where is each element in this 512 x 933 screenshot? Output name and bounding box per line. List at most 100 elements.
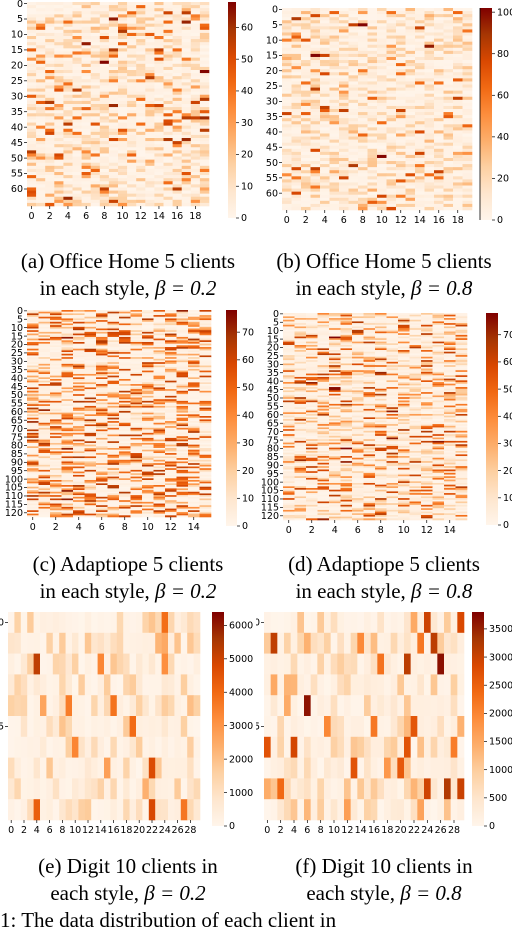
heatmap-cell <box>85 404 97 406</box>
heatmap-cell <box>200 181 209 184</box>
heatmap-cell <box>165 359 177 361</box>
heatmap-cell <box>73 502 85 504</box>
heatmap-cell <box>154 169 163 172</box>
heatmap-cell <box>96 450 108 452</box>
heatmap-cell <box>39 347 51 349</box>
heatmap-cell <box>295 315 307 317</box>
heatmap-cell <box>425 60 435 63</box>
heatmap-cell <box>63 163 72 166</box>
heatmap-cell <box>349 48 359 51</box>
heatmap-cell <box>45 104 54 107</box>
heatmap-cell <box>200 76 209 79</box>
heatmap-cell <box>63 129 72 132</box>
heatmap-cell <box>136 55 145 58</box>
heatmap-cell <box>377 42 387 45</box>
heatmap-cell <box>173 64 182 67</box>
heatmap-cell <box>36 203 45 206</box>
heatmap-cell <box>82 61 91 64</box>
heatmap-cell <box>387 152 397 155</box>
heatmap-cell <box>108 456 120 458</box>
heatmap-cell <box>100 113 109 116</box>
heatmap-cell <box>425 36 435 39</box>
heatmap-cell <box>188 461 200 463</box>
heatmap-cell <box>415 149 425 152</box>
heatmap-cell <box>177 467 189 469</box>
heatmap-cell <box>154 194 163 197</box>
heatmap-cell <box>91 141 100 144</box>
heatmap-cell <box>200 129 209 132</box>
heatmap-cell <box>329 321 341 323</box>
heatmap-cell <box>311 75 321 78</box>
heatmap-cell <box>396 161 406 164</box>
heatmap-cell <box>415 201 425 204</box>
heatmap-cell <box>27 438 39 440</box>
heatmap-cell <box>282 109 292 112</box>
heatmap-cell <box>200 147 209 150</box>
heatmap-cell <box>154 76 163 79</box>
heatmap-cell <box>131 450 143 452</box>
heatmap-cell <box>368 179 378 182</box>
heatmap-cell <box>339 195 349 198</box>
heatmap-cell <box>463 204 473 207</box>
heatmap-cell <box>453 109 463 112</box>
colorbar-tick-label: 20 <box>241 150 253 161</box>
heatmap-cell <box>165 428 177 430</box>
heatmap-cell <box>39 433 51 435</box>
heatmap-cell <box>387 8 397 11</box>
heatmap-cell <box>377 36 387 39</box>
heatmap-cell <box>200 347 212 349</box>
heatmap-cell <box>434 170 444 173</box>
heatmap-cell <box>453 88 463 91</box>
heatmap-cell <box>434 146 444 149</box>
heatmap-cell <box>182 203 191 206</box>
heatmap-cell <box>434 88 444 91</box>
heatmap-cell <box>453 97 463 100</box>
heatmap-cell <box>191 116 200 119</box>
heatmap-cell <box>177 461 189 463</box>
heatmap-cell <box>39 416 51 418</box>
heatmap-cell <box>91 82 100 85</box>
heatmap-cell <box>54 138 63 141</box>
heatmap-cell <box>311 29 321 32</box>
heatmap-cell <box>358 133 368 136</box>
heatmap-cell <box>368 103 378 106</box>
heatmap-cell <box>145 181 154 184</box>
heatmap-cell <box>339 66 349 69</box>
heatmap-cell <box>73 438 85 440</box>
heatmap-cell <box>73 169 82 172</box>
heatmap-cell <box>396 75 406 78</box>
heatmap-cell <box>349 167 359 170</box>
heatmap-cell <box>339 17 349 20</box>
heatmap-cell <box>320 14 330 17</box>
colorbar-tick-label: 40 <box>242 410 254 421</box>
heatmap-cell <box>131 364 143 366</box>
heatmap-cell <box>415 69 425 72</box>
heatmap-cell <box>127 129 136 132</box>
heatmap-cell <box>396 121 406 124</box>
heatmap-cell <box>82 21 91 24</box>
heatmap-cell <box>85 490 97 492</box>
heatmap-cell <box>91 172 100 175</box>
heatmap-cell <box>100 48 109 51</box>
heatmap-cell <box>45 21 54 24</box>
heatmap-cell <box>434 130 444 133</box>
heatmap-cell <box>182 194 191 197</box>
heatmap-cell <box>387 179 397 182</box>
heatmap-cell <box>320 173 330 176</box>
heatmap-cell <box>415 81 425 84</box>
heatmap-cell <box>127 184 136 187</box>
heatmap-cell <box>36 5 45 8</box>
heatmap-cell <box>444 60 454 63</box>
heatmap-cell <box>118 138 127 141</box>
heatmap-cell <box>54 58 63 61</box>
heatmap-cell <box>463 189 473 192</box>
heatmap-cell <box>91 95 100 98</box>
heatmap-cell <box>136 160 145 163</box>
heatmap-cell <box>100 8 109 11</box>
heatmap-cell <box>96 352 108 354</box>
heatmap-cell <box>108 416 120 418</box>
x-tick-label: 2 <box>53 522 59 533</box>
heatmap-cell <box>396 17 406 20</box>
colorbar-tick-label: 100 <box>497 7 512 18</box>
